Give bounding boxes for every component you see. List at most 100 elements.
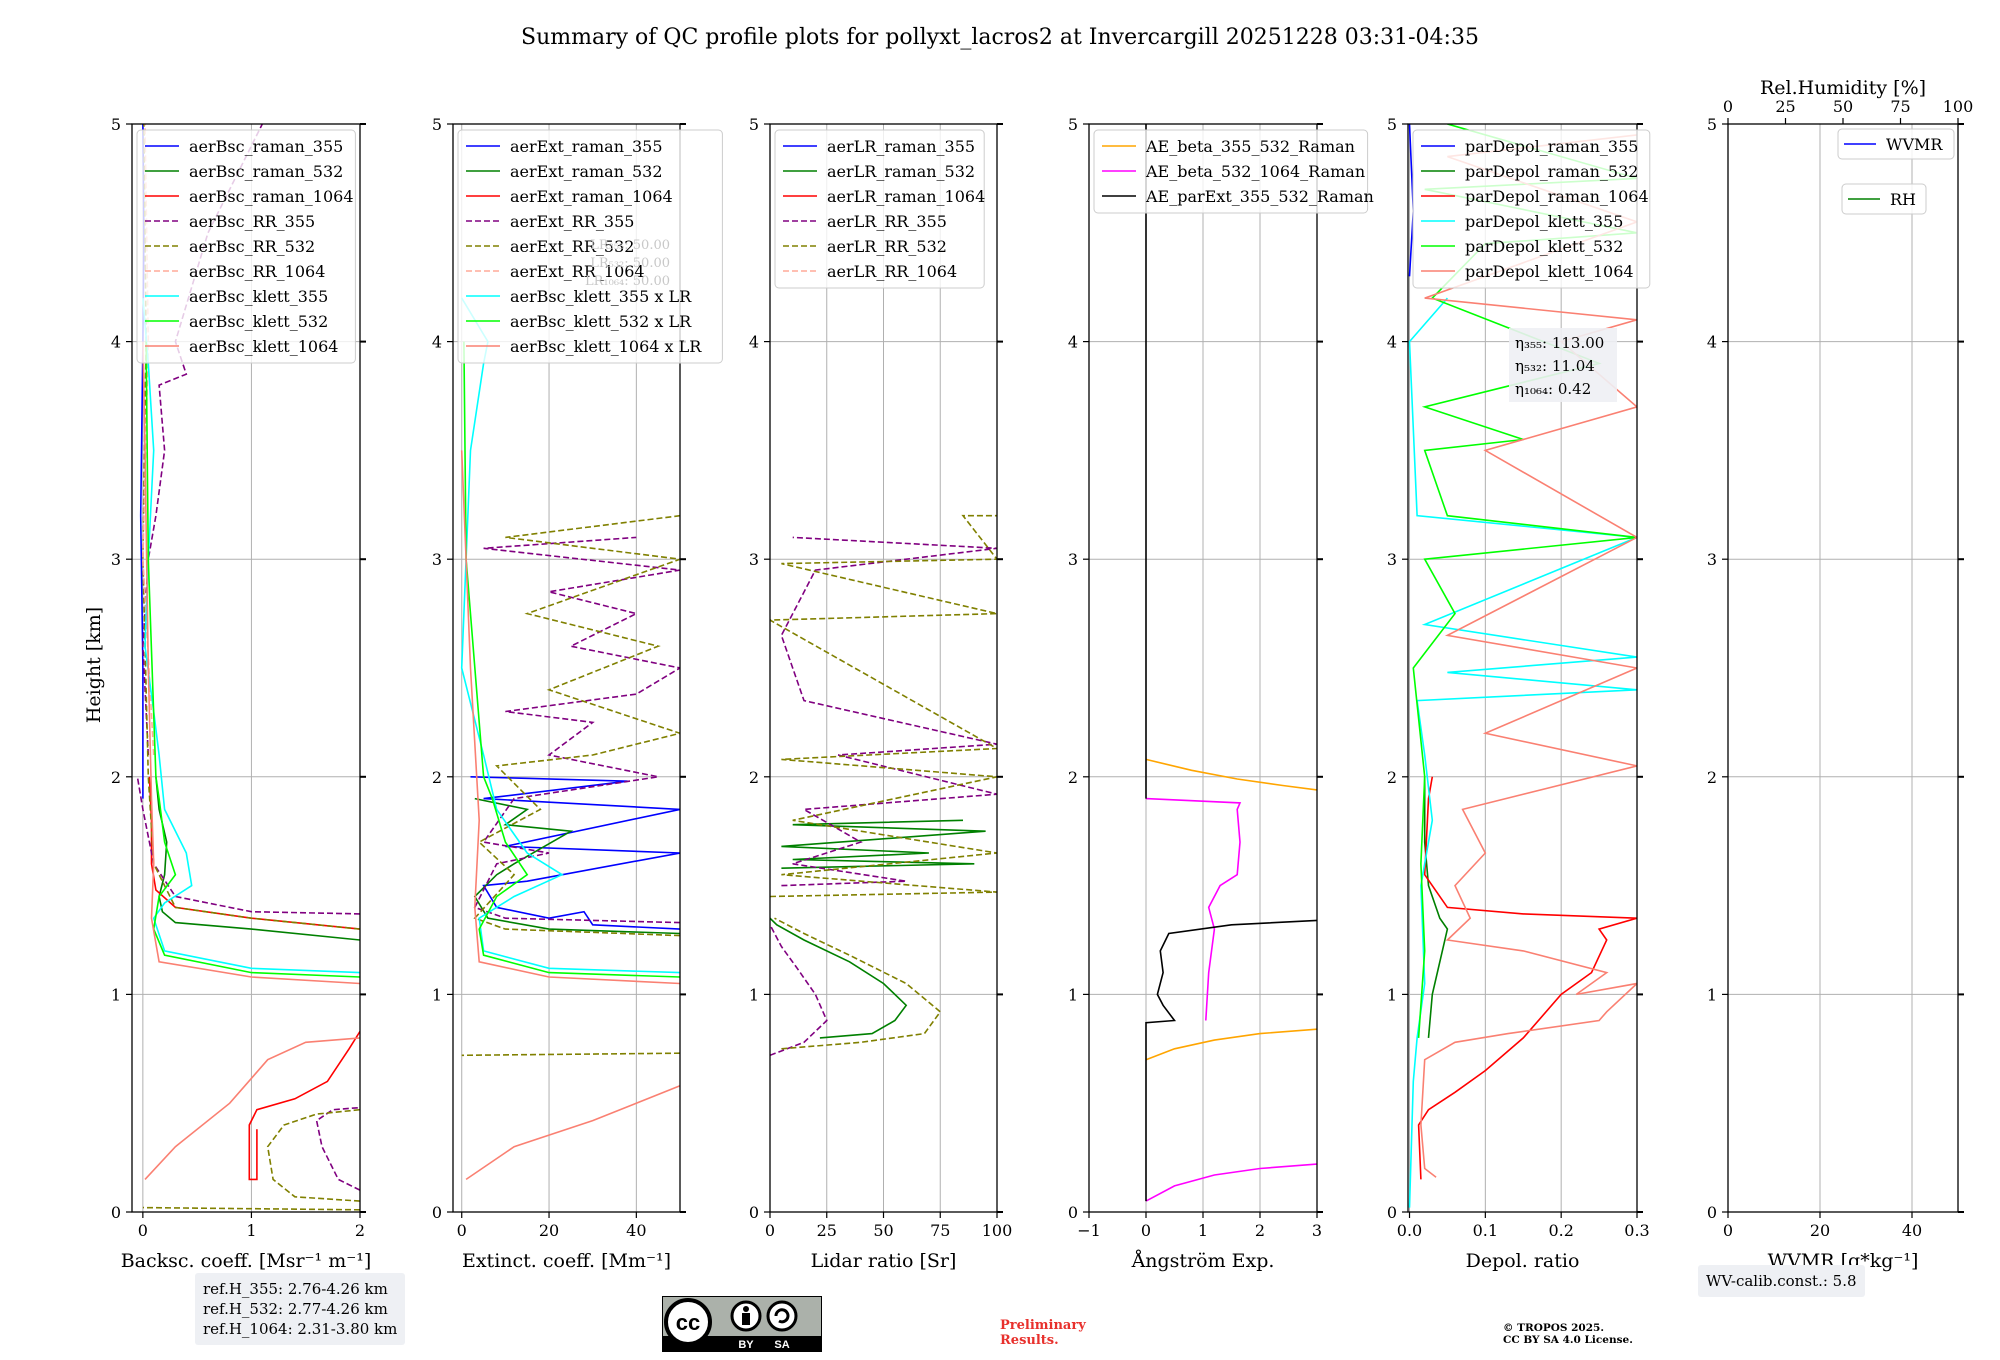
y-tick-label: 5 xyxy=(1387,115,1397,134)
y-tick-label: 1 xyxy=(111,985,121,1004)
y-tick-label: 3 xyxy=(432,550,442,569)
y-tick-label: 1 xyxy=(749,985,759,1004)
license-by-label: BY xyxy=(738,1339,754,1351)
lidar-ratio-note: LR₅₃₂: 50.00 xyxy=(590,256,670,271)
legend-label: aerLR_raman_355 xyxy=(827,137,975,156)
legend-label: parDepol_raman_355 xyxy=(1465,137,1638,156)
series-aerLR_raman_532 xyxy=(781,819,986,869)
series-aerBsc_raman_1064 xyxy=(248,1030,360,1181)
x-tick-label: 40 xyxy=(1902,1221,1922,1240)
y-tick-label: 4 xyxy=(749,333,759,352)
legend-label: parDepol_raman_532 xyxy=(1465,162,1638,181)
copyright-line-1: © TROPOS 2025. xyxy=(1503,1322,1605,1334)
x-axis-label: Depol. ratio xyxy=(1466,1250,1580,1272)
axes-frame xyxy=(452,123,681,1213)
series-parDepol_raman_1064 xyxy=(1417,776,1637,1180)
cc-text: cc xyxy=(676,1310,700,1335)
y-tick-label: 1 xyxy=(1068,985,1078,1004)
legend-label: aerBsc_klett_355 xyxy=(189,287,328,306)
x-tick-label: 3 xyxy=(1312,1221,1322,1240)
series-aerExt_RR_532 xyxy=(461,1052,680,1057)
legend-label: aerBsc_klett_1064 xyxy=(189,337,338,356)
y-tick-label: 4 xyxy=(432,333,442,352)
series-aerBsc_klett_1064 x LR xyxy=(460,450,680,985)
legend-label: aerBsc_klett_532 x LR xyxy=(510,312,692,331)
y-tick-label: 2 xyxy=(111,768,121,787)
shared-y-axis-label: Height [km] xyxy=(83,607,105,723)
copyright-line-2: CC BY SA 4.0 License. xyxy=(1503,1334,1633,1346)
reference-height-box: ref.H_355: 2.76-4.26 km ref.H_532: 2.77-… xyxy=(195,1273,406,1345)
legend-label: aerExt_raman_1064 xyxy=(510,187,673,206)
x-tick-label: 0 xyxy=(457,1221,467,1240)
legend-label: WVMR xyxy=(1886,135,1943,154)
x-tick-label: 20 xyxy=(539,1221,559,1240)
series-aerLR_RR_355 xyxy=(770,924,828,1057)
series-aerBsc_RR_532 xyxy=(142,124,360,930)
legend-label: AE_beta_355_532_Raman xyxy=(1145,137,1355,156)
x-tick-label: 1 xyxy=(1198,1221,1208,1240)
y-tick-label: 4 xyxy=(1707,333,1717,352)
x-tick-label: 0 xyxy=(1141,1221,1151,1240)
legend-label: AE_parExt_355_532_Raman xyxy=(1145,187,1374,206)
x-tick-label: 75 xyxy=(930,1221,950,1240)
x-tick-label: 0 xyxy=(138,1221,148,1240)
y-tick-label: 4 xyxy=(1068,333,1078,352)
legend-label: AE_beta_532_1064_Raman xyxy=(1145,162,1365,181)
legend: aerExt_raman_355 aerExt_raman_532 aerExt_r… xyxy=(457,129,723,364)
series-aerExt_RR_532 xyxy=(473,514,680,937)
ref-height-355: ref.H_355: 2.76-4.26 km xyxy=(203,1280,388,1298)
y-tick-label: 5 xyxy=(111,115,121,134)
top-x-tick-label: 25 xyxy=(1775,97,1795,116)
legend: aerLR_raman_355 aerLR_raman_532 aerLR_rama… xyxy=(774,129,985,289)
y-tick-label: 5 xyxy=(749,115,759,134)
axes-frame xyxy=(1727,123,1959,1213)
x-tick-label: 25 xyxy=(817,1221,837,1240)
x-tick-label: 2 xyxy=(1255,1221,1265,1240)
series-AE_beta_355_532_Raman xyxy=(1145,758,1317,791)
series-aerExt_raman_355 xyxy=(470,776,680,930)
legend-label: aerExt_raman_532 xyxy=(510,162,663,181)
series-aerExt_raman_532 xyxy=(473,797,680,935)
y-tick-label: 3 xyxy=(1068,550,1078,569)
eta-value: η₃₅₅: 113.00 xyxy=(1515,334,1604,352)
legend-label: aerBsc_RR_1064 xyxy=(189,262,325,281)
top-x-tick-label: 75 xyxy=(1890,97,1910,116)
ref-height-532: ref.H_532: 2.77-4.26 km xyxy=(203,1300,388,1318)
license-sa-label: SA xyxy=(774,1339,789,1351)
legend-label: aerBsc_RR_532 xyxy=(189,237,315,256)
y-tick-label: 1 xyxy=(1387,985,1397,1004)
series-aerBsc_klett_532 xyxy=(145,341,360,978)
x-tick-label: 0 xyxy=(1723,1221,1733,1240)
y-tick-label: 2 xyxy=(749,768,759,787)
lidar-ratio-note: LR₁₀₆₄: 50.00 xyxy=(585,274,670,289)
eta-box xyxy=(1509,328,1617,402)
legend-label: aerLR_RR_532 xyxy=(827,237,947,256)
y-tick-label: 4 xyxy=(1387,333,1397,352)
y-tick-label: 0 xyxy=(1068,1203,1078,1222)
x-axis-label: Lidar ratio [Sr] xyxy=(811,1250,957,1272)
series-aerBsc_klett_532 x LR xyxy=(463,341,680,978)
y-tick-label: 0 xyxy=(432,1203,442,1222)
y-tick-label: 0 xyxy=(111,1203,121,1222)
legend-label: aerBsc_raman_532 xyxy=(189,162,343,181)
top-axis-label: Rel.Humidity [%] xyxy=(1760,77,1926,99)
series-AE_beta_355_532_Raman xyxy=(1145,1028,1317,1061)
legend-label: parDepol_raman_1064 xyxy=(1465,187,1649,206)
wv-calibration-constant: WV-calib.const.: 5.8 xyxy=(1706,1272,1857,1290)
series-aerBsc_RR_532 xyxy=(142,1206,360,1211)
series-aerBsc_RR_532 xyxy=(266,1108,360,1202)
series-aerBsc_RR_355 xyxy=(136,776,360,915)
legend: parDepol_raman_355 parDepol_raman_532 parD… xyxy=(1412,129,1651,289)
series-aerLR_RR_532 xyxy=(774,917,942,1050)
series-aerBsc_klett_355 x LR xyxy=(460,297,680,974)
series-aerBsc_RR_355 xyxy=(315,1106,360,1191)
legend-label: aerBsc_klett_1064 x LR xyxy=(510,337,702,356)
y-tick-label: 2 xyxy=(1707,768,1717,787)
y-tick-label: 0 xyxy=(1707,1203,1717,1222)
panel-depol: 0.0 0.1 0.2 0.3 0 1 2 3 4 5 Depol. ratio parDepol_r… xyxy=(1387,115,1651,1272)
legend-label: aerBsc_klett_355 x LR xyxy=(510,287,692,306)
series-aerBsc_klett_1064 xyxy=(142,341,360,985)
series-aerBsc_klett_1064 xyxy=(144,1037,360,1180)
